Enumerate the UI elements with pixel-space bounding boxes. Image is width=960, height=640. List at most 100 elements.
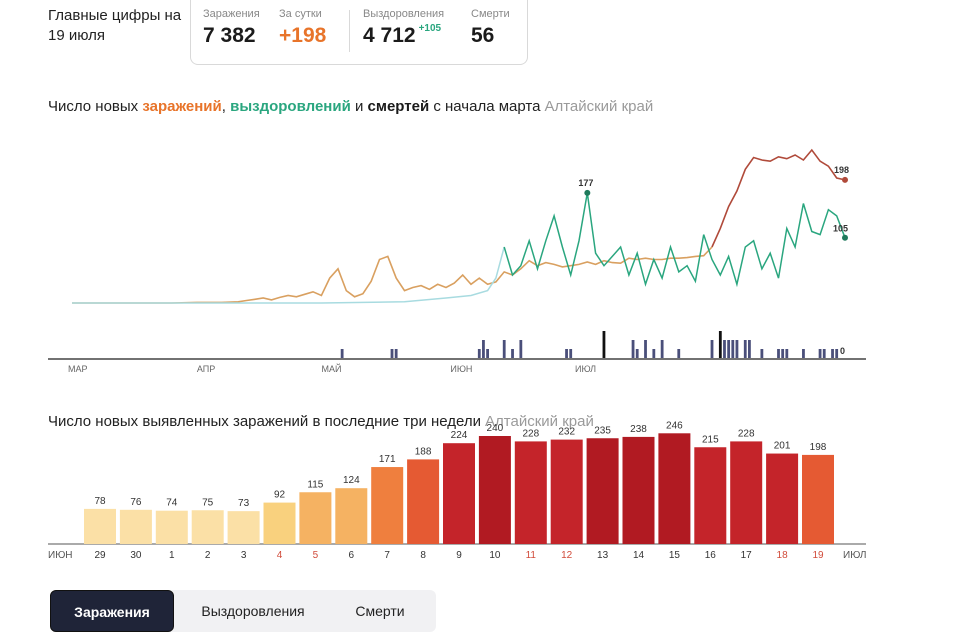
bar (227, 511, 260, 544)
bar-title-text: Число новых выявленных заражений в после… (48, 413, 482, 430)
bar-value-label: 228 (738, 428, 755, 439)
line-title-part: , (221, 98, 231, 115)
stat-deaths-value: 56 (471, 24, 495, 47)
recoveries-peak-point (584, 189, 591, 196)
bar-value-label: 73 (238, 498, 250, 509)
bar-value-label: 201 (774, 441, 791, 452)
death-bar (390, 349, 394, 358)
bar (514, 441, 547, 544)
bar (371, 467, 404, 544)
tab-infections[interactable]: Заражения (50, 590, 174, 632)
death-bar (835, 349, 839, 358)
stat-recoveries-value: 4 712 (363, 24, 416, 47)
recoveries-peak-label: 177 (578, 178, 593, 188)
bar-category-label: 12 (561, 550, 573, 561)
death-bar (781, 349, 785, 358)
x-tick-label: АПР (197, 364, 215, 374)
bar (443, 443, 475, 544)
bar (119, 509, 152, 544)
bar-chart-title: Число новых выявленных заражений в после… (48, 413, 594, 430)
bar-category-label: 6 (349, 550, 355, 561)
line-title-deaths: смертей (367, 98, 430, 115)
bar-chart: 78 29 76 30 74 1 75 2 73 3 92 4 115 5 124 6 171 7 188 8 224 9… (48, 420, 866, 561)
line-title-part: Число новых (48, 98, 143, 115)
bar-category-label: 2 (205, 550, 211, 561)
tab-deaths[interactable]: Смерти (355, 603, 405, 619)
bar-title-region: Алтайский край (485, 413, 594, 430)
death-bar (511, 349, 514, 358)
line-title-part: и (350, 98, 368, 115)
death-bar (831, 349, 834, 358)
death-bar (486, 349, 489, 358)
bar-category-label: 17 (741, 550, 753, 561)
death-bar (710, 340, 714, 358)
bar-category-label: 30 (130, 550, 142, 561)
bar-value-label: 76 (130, 497, 142, 508)
bar (586, 438, 619, 544)
bar-value-label: 235 (594, 425, 611, 436)
bar-value-label: 240 (487, 423, 504, 434)
page-title: Главные цифры на 19 июля (48, 7, 182, 44)
death-bar (677, 349, 681, 358)
bar (658, 433, 691, 544)
death-bar (519, 340, 523, 358)
stat-recoveries-row: 4 712 +105 (363, 23, 444, 48)
x-tick-label: МАР (68, 364, 88, 374)
death-bar (652, 349, 656, 358)
line-title-infections: заражений (142, 98, 222, 115)
bar-value-label: 246 (666, 420, 683, 431)
bar-value-label: 228 (522, 428, 539, 439)
bar (155, 510, 188, 544)
bar (335, 488, 368, 544)
bar (478, 436, 511, 544)
bar (694, 447, 727, 544)
death-bar (394, 349, 398, 358)
bar-value-label: 124 (343, 475, 360, 486)
stat-day: За сутки +198 (279, 8, 326, 48)
bar-category-label: 15 (669, 550, 681, 561)
tab-recoveries[interactable]: Выздоровления (201, 603, 305, 619)
stat-day-label: За сутки (279, 8, 322, 20)
metric-tabs: Заражения Выздоровления Смерти (50, 590, 436, 632)
death-bar (340, 349, 344, 358)
death-bar (631, 340, 635, 358)
bar-value-label: 92 (274, 490, 286, 501)
death-bar (743, 340, 747, 358)
bar-category-label: 10 (489, 550, 501, 561)
bar-value-label: 215 (702, 434, 719, 445)
recoveries-line (72, 246, 505, 304)
bar (766, 453, 799, 544)
bar-value-label: 198 (810, 442, 827, 453)
death-bar (727, 340, 731, 358)
bar (191, 510, 224, 544)
bar-category-label: 29 (94, 550, 106, 561)
death-bar (660, 340, 664, 358)
death-bar (644, 340, 647, 358)
death-bar (718, 331, 722, 358)
bar-category-label: 7 (384, 550, 390, 561)
death-bar (569, 349, 573, 358)
death-bar (802, 349, 805, 358)
x-tick-label: ИЮЛ (575, 364, 596, 374)
infections-line-recent (711, 148, 846, 248)
death-bar (785, 349, 789, 358)
stat-infections-label: Заражения (203, 8, 260, 20)
x-tick-label: МАЙ (322, 363, 342, 374)
bar (263, 502, 296, 544)
deaths-last-label: 0 (840, 346, 845, 356)
line-chart: 0 198 105 177 МАР АПР МАЙ ИЮН ИЮЛ (48, 148, 866, 374)
bar (84, 508, 116, 544)
stat-infections-value: 7 382 (203, 24, 256, 47)
stat-recoveries: Выздоровления 4 712 +105 (363, 8, 444, 48)
death-bar (723, 340, 726, 358)
stat-deaths: Смерти 56 (471, 8, 510, 48)
infections-last-point (842, 176, 848, 183)
infections-last-label: 198 (834, 165, 849, 175)
bar-category-label: 16 (705, 550, 717, 561)
recoveries-last-label: 105 (833, 224, 848, 234)
bar (299, 492, 332, 544)
bar-category-label: 14 (633, 550, 645, 561)
bar-category-label: 4 (277, 550, 283, 561)
death-bar (731, 340, 735, 358)
bar-category-label: 11 (526, 550, 537, 561)
